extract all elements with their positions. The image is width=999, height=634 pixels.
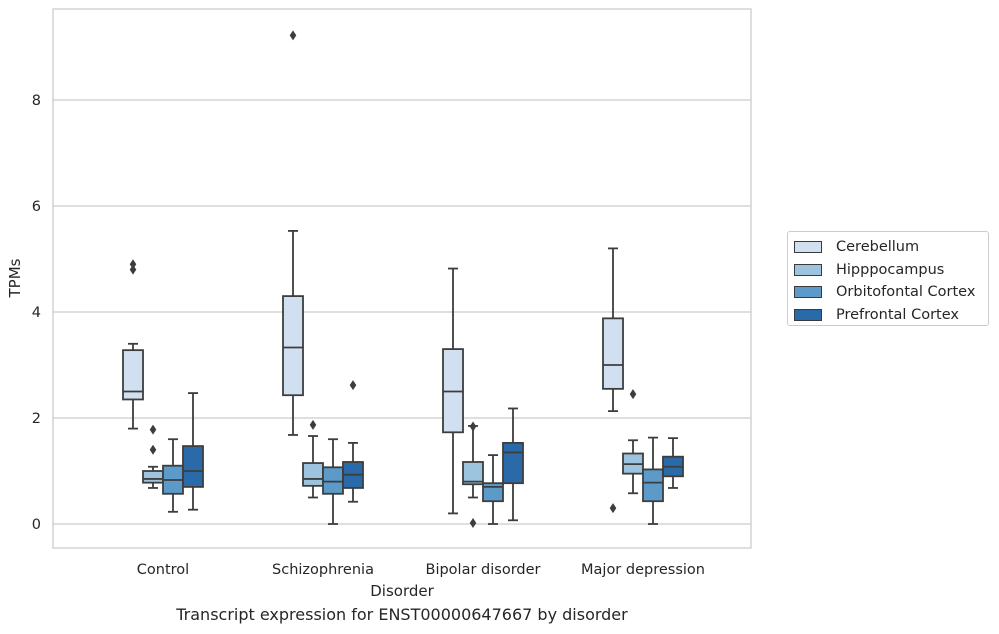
legend-label: Orbitofontal Cortex — [836, 284, 976, 301]
outlier-point — [309, 419, 317, 430]
outlier-point — [149, 424, 157, 435]
box-2-1 — [322, 438, 344, 525]
x-tick-label: Control — [137, 562, 189, 578]
outlier-point — [289, 30, 297, 41]
y-tick-label: 4 — [32, 305, 41, 321]
box-body — [642, 468, 664, 503]
legend-swatch — [794, 263, 822, 276]
y-tick-label: 2 — [32, 411, 41, 427]
legend-label: Hipppocampus — [836, 261, 945, 278]
outlier-point — [609, 503, 617, 514]
legend-item: Orbitofontal Cortex — [794, 281, 988, 304]
grid-lines — [53, 99, 751, 525]
box-body — [462, 461, 484, 486]
box-body — [182, 445, 204, 488]
legend-swatch — [794, 308, 822, 321]
box-3-2 — [502, 407, 524, 522]
outlier-point — [129, 259, 137, 270]
box-1-0 — [142, 424, 164, 489]
box-2-3 — [642, 436, 664, 525]
box-body — [282, 295, 304, 397]
box-body — [142, 470, 164, 484]
legend-label: Prefrontal Cortex — [836, 306, 959, 323]
legend-item: Prefrontal Cortex — [794, 304, 988, 327]
y-tick-label: 6 — [32, 199, 41, 215]
outlier-point — [629, 389, 637, 400]
box-1-1 — [302, 419, 324, 499]
box-3-1 — [342, 380, 364, 503]
box-2-0 — [162, 438, 184, 513]
x-tick-label: Major depression — [581, 562, 705, 578]
box-1-3 — [622, 389, 644, 495]
box-2-2 — [482, 454, 504, 525]
box-body — [302, 462, 324, 487]
outlier-point — [469, 517, 477, 528]
y-axis-label: TPMs — [6, 258, 24, 298]
x-tick-label: Bipolar disorder — [426, 562, 541, 578]
box-body — [322, 466, 344, 495]
outlier-point — [349, 380, 357, 391]
outlier-point — [129, 264, 137, 275]
chart-title: Transcript expression for ENST0000064766… — [176, 605, 628, 624]
box-groups — [122, 30, 684, 528]
box-0-2 — [442, 267, 464, 515]
box-body — [122, 349, 144, 401]
box-0-3 — [602, 247, 624, 514]
legend-label: Cerebellum — [836, 239, 920, 256]
legend-item: Cerebellum — [794, 236, 988, 259]
plot-frame — [52, 8, 752, 549]
legend-swatch — [794, 286, 822, 299]
box-body — [602, 317, 624, 390]
y-tick-label: 8 — [32, 93, 41, 109]
legend-item: Hipppocampus — [794, 259, 988, 282]
y-tick-labels: 0 2 4 6 8 — [32, 93, 41, 533]
legend-swatch — [794, 241, 822, 254]
box-0-0 — [122, 259, 144, 430]
legend: Cerebellum Hipppocampus Orbitofontal Corte… — [787, 231, 989, 326]
y-tick-label: 0 — [32, 517, 41, 533]
outlier-point — [149, 444, 157, 455]
x-axis-label: Disorder — [370, 582, 434, 600]
box-3-0 — [182, 392, 204, 511]
box-0-1 — [282, 30, 304, 436]
outlier-point — [469, 421, 477, 432]
box-body — [502, 442, 524, 485]
box-3-3 — [662, 437, 684, 489]
box-body — [482, 482, 504, 503]
x-tick-labels: Control Schizophrenia Bipolar disorder Majo… — [137, 562, 705, 578]
x-tick-label: Schizophrenia — [272, 562, 374, 578]
box-1-2 — [462, 421, 484, 528]
